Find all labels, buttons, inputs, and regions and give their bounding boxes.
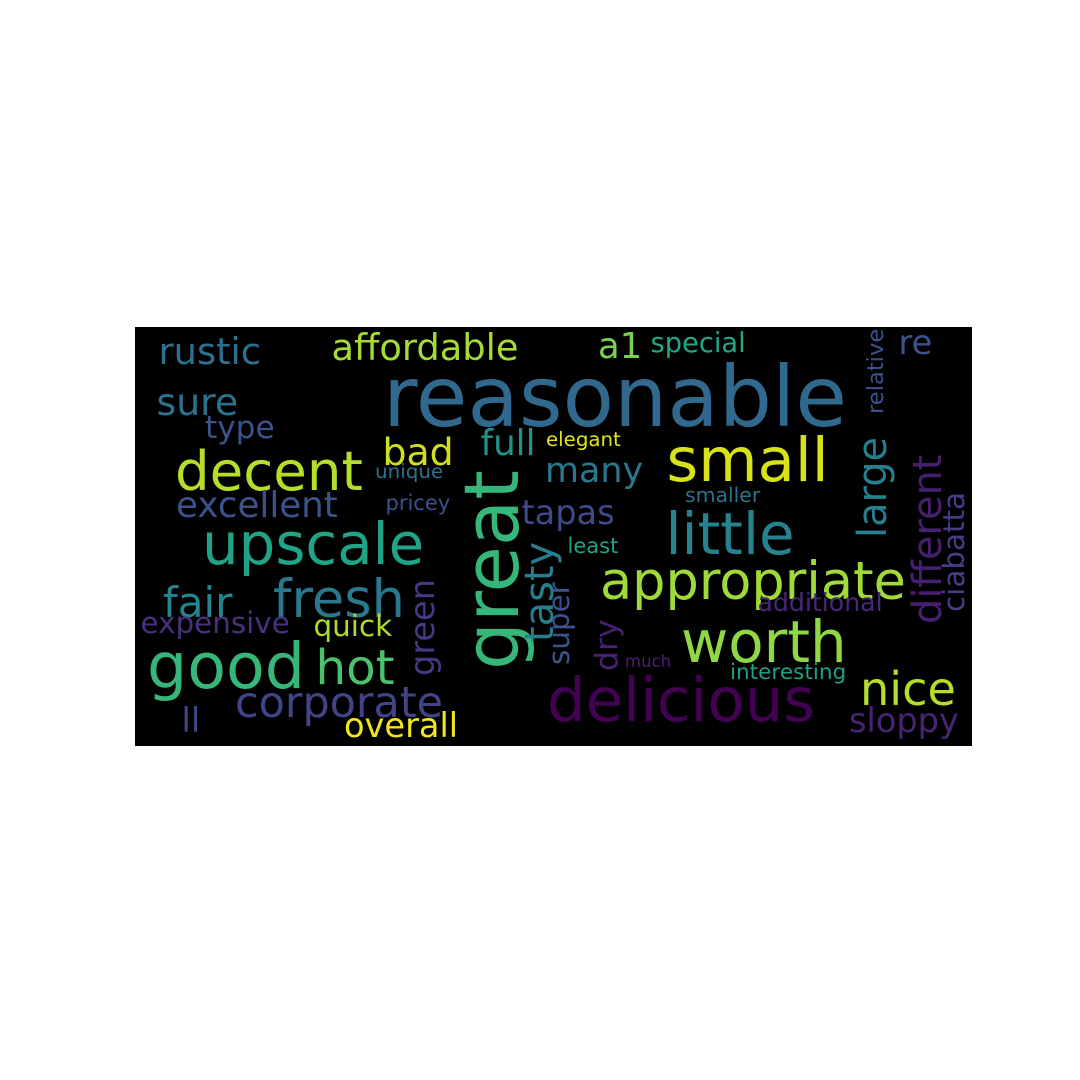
word-reasonable: reasonable: [383, 348, 848, 446]
word-good: good: [147, 628, 306, 703]
word-super: super: [541, 581, 576, 665]
word-many: many: [545, 450, 644, 491]
word-large: large: [850, 436, 896, 538]
word-type: type: [205, 409, 275, 446]
word-upscale: upscale: [202, 509, 425, 578]
word-tapas: tapas: [521, 493, 615, 532]
word-sure: sure: [156, 380, 239, 424]
word-corporate: corporate: [235, 677, 444, 728]
word-hot: hot: [315, 640, 395, 696]
word-dry: dry: [589, 619, 625, 671]
word-green: green: [403, 578, 442, 676]
word-smaller: smaller: [685, 483, 761, 507]
word-worth: worth: [681, 607, 847, 676]
word-unique: unique: [375, 460, 444, 483]
word-full: full: [480, 423, 536, 464]
word-relative: relative: [862, 328, 889, 414]
word-rustic: rustic: [158, 330, 262, 373]
word-ciabatta: ciabatta: [936, 491, 971, 612]
word-bad: bad: [382, 430, 454, 474]
word-ll: ll: [181, 701, 201, 740]
word-overall: overall: [344, 706, 459, 745]
word-small: small: [666, 424, 829, 496]
word-fair: fair: [163, 578, 233, 627]
word-quick: quick: [313, 608, 393, 643]
word-expensive: expensive: [140, 605, 290, 640]
word-sloppy: sloppy: [849, 701, 959, 740]
word-elegant: elegant: [546, 428, 621, 451]
word-interesting: interesting: [730, 660, 847, 685]
word-delicious: delicious: [547, 664, 815, 736]
word-nice: nice: [860, 662, 956, 716]
word-little: little: [665, 499, 795, 568]
word-additional: additional: [757, 587, 883, 617]
word-cloud: reasonable great small delicious good up…: [135, 327, 972, 746]
word-appropriate: appropriate: [600, 550, 906, 612]
word-pricey: pricey: [385, 490, 451, 515]
word-fresh: fresh: [273, 568, 405, 630]
word-a1: a1: [598, 327, 643, 367]
word-least: least: [567, 533, 619, 558]
word-re: re: [898, 327, 933, 362]
word-excellent: excellent: [176, 485, 338, 526]
word-decent: decent: [175, 438, 363, 503]
word-special: special: [650, 327, 746, 359]
word-affordable: affordable: [331, 327, 519, 369]
word-much: much: [625, 651, 672, 671]
